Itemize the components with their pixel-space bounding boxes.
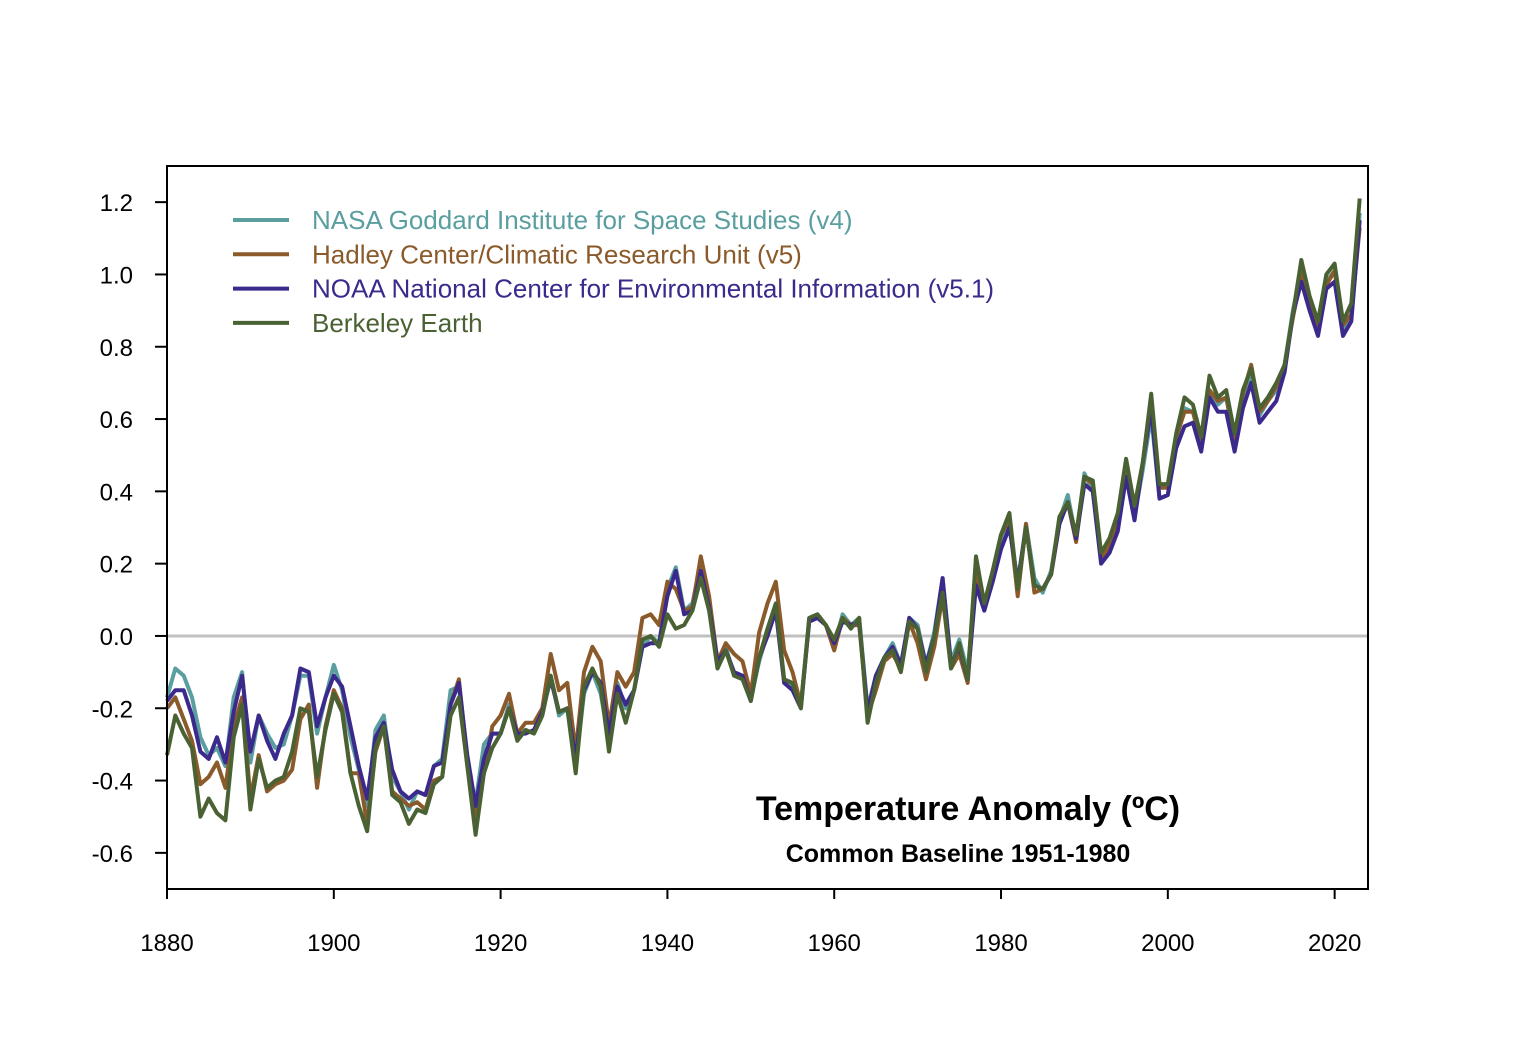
y-tick-label: -0.4 [92,769,133,796]
x-tick-label: 1920 [474,930,527,957]
chart-subtitle: Common Baseline 1951-1980 [786,840,1131,868]
y-tick-label: 1.2 [100,190,133,217]
y-tick-label: 1.0 [100,262,133,289]
x-tick-label: 1980 [974,930,1027,957]
x-tick-label: 1900 [307,930,360,957]
series-line-2 [165,227,1362,826]
x-tick-label: 2020 [1308,930,1361,957]
y-tick-label: 0.6 [100,407,133,434]
y-tick-label: 0.0 [100,624,133,651]
plot-frame [166,165,1369,890]
legend-item: Hadley Center/Climatic Research Unit (v5… [233,239,802,269]
legend-label: NASA Goddard Institute for Space Studies… [312,205,853,235]
y-tick-label: -0.2 [92,696,133,723]
y-tick-label: 0.4 [100,479,133,506]
legend-label: Berkeley Earth [312,308,483,338]
y-tick-label: -0.6 [92,841,133,868]
x-tick-label: 1880 [140,930,193,957]
legend-item: Berkeley Earth [233,308,483,338]
axes: 1880 1900 1920 1940 1960 1980 2000 2020 -0.6 -0.4… [92,190,1362,957]
legend-label: NOAA National Center for Environmental I… [312,274,994,304]
y-tick-label: 0.8 [100,335,133,362]
x-tick-label: 1940 [641,930,694,957]
chart-title: Temperature Anomaly (ºC) [756,790,1180,828]
plot-lines [165,198,1368,837]
legend: NASA Goddard Institute for Space Studies… [233,205,994,338]
legend-label: Hadley Center/Climatic Research Unit (v5… [312,239,802,269]
series-line-4 [165,198,1362,837]
legend-item: NOAA National Center for Environmental I… [233,274,994,304]
x-tick-label: 2000 [1141,930,1194,957]
legend-item: NASA Goddard Institute for Space Studies… [233,205,853,235]
y-tick-label: 0.2 [100,552,133,579]
x-tick-label: 1960 [808,930,861,957]
